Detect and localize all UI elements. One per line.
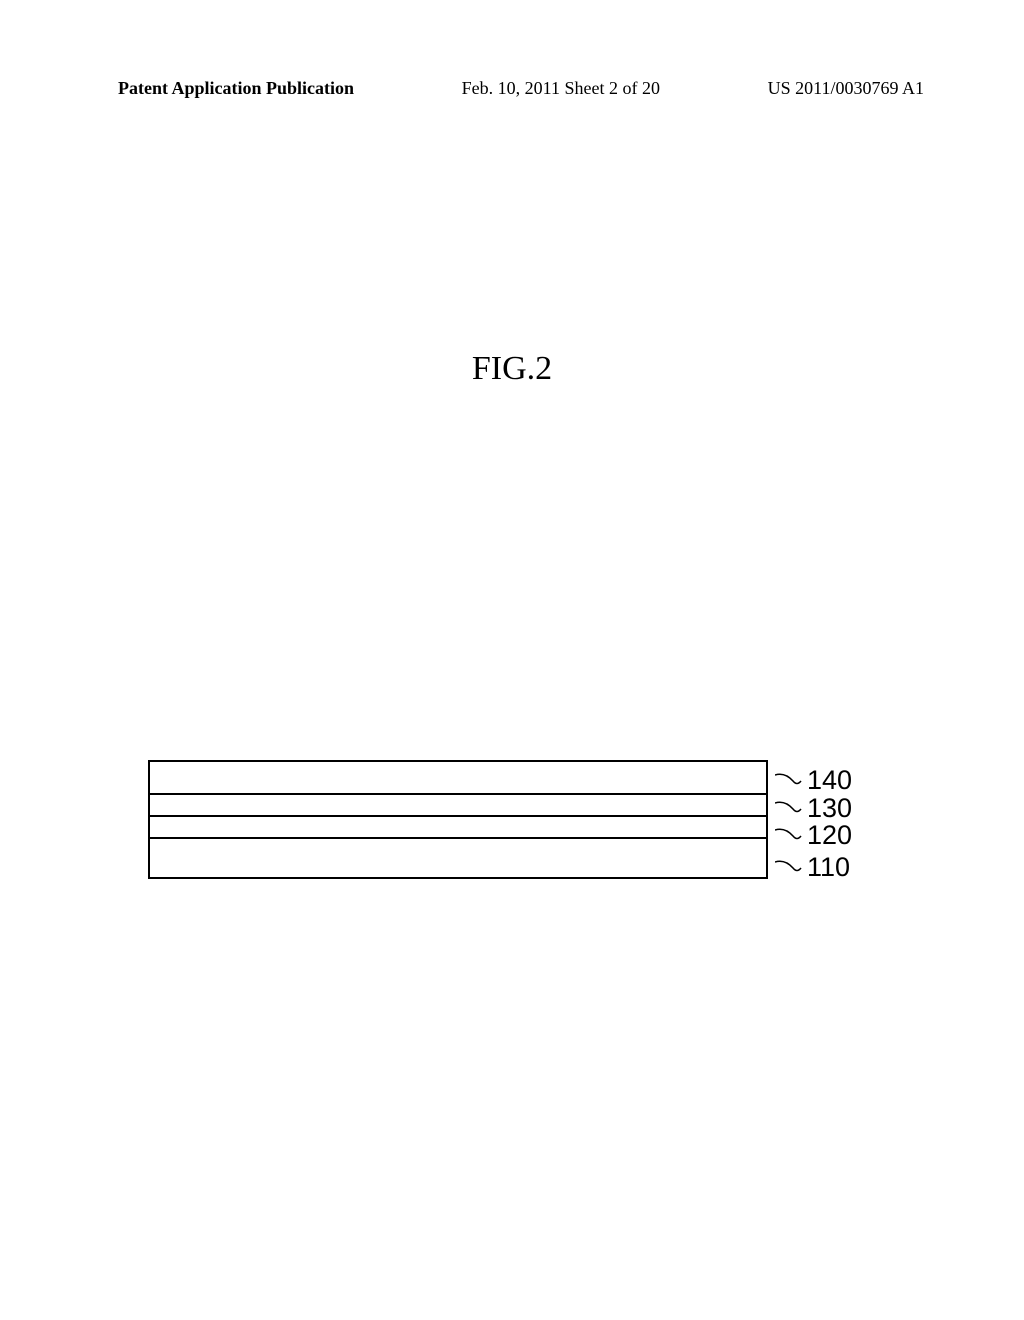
lead-line-icon (775, 800, 803, 818)
label-120: 120 (807, 820, 852, 851)
layer-diagram (148, 760, 768, 879)
label-110: 110 (807, 852, 850, 883)
page-header: Patent Application Publication Feb. 10, … (0, 78, 1024, 99)
header-center-text: Feb. 10, 2011 Sheet 2 of 20 (462, 78, 660, 99)
header-right-text: US 2011/0030769 A1 (768, 78, 924, 99)
layer-140 (148, 760, 768, 795)
layer-120 (148, 815, 768, 839)
lead-line-icon (775, 859, 803, 877)
figure-title: FIG.2 (472, 350, 552, 388)
header-left-text: Patent Application Publication (118, 78, 354, 99)
label-110-group: 110 (775, 852, 850, 883)
label-120-group: 120 (775, 820, 852, 851)
layer-110 (148, 837, 768, 879)
label-140: 140 (807, 765, 852, 796)
label-140-group: 140 (775, 765, 852, 796)
lead-line-icon (775, 772, 803, 790)
layer-130 (148, 793, 768, 817)
lead-line-icon (775, 827, 803, 845)
